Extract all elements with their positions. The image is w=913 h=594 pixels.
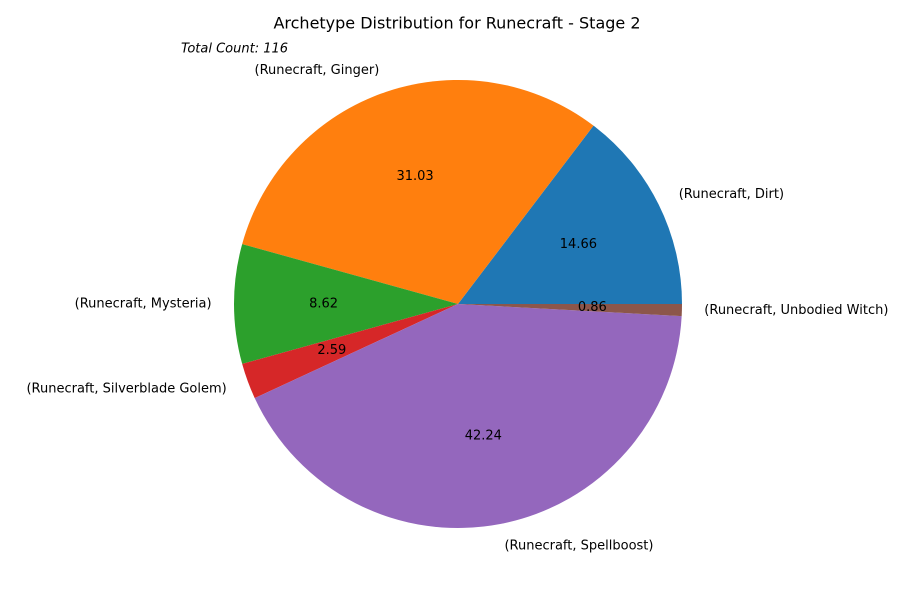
slice-label-runecraft-spellboost: (Runecraft, Spellboost) — [504, 538, 653, 553]
slice-value-runecraft-ginger: 31.03 — [396, 169, 433, 184]
slice-value-runecraft-unbodied-witch: 0.86 — [578, 300, 607, 315]
pie-slice-runecraft-unbodied-witch — [458, 304, 682, 317]
slice-value-runecraft-spellboost: 42.24 — [465, 428, 502, 443]
slice-value-runecraft-dirt: 14.66 — [560, 237, 597, 252]
slice-value-runecraft-mysteria: 8.62 — [309, 297, 338, 312]
pie-labels: (Runecraft, Dirt) 14.66 (Runecraft, Ginger… — [26, 63, 888, 553]
slice-label-runecraft-mysteria: (Runecraft, Mysteria) — [75, 297, 212, 312]
slice-label-runecraft-ginger: (Runecraft, Ginger) — [255, 63, 380, 78]
pie-slice-runecraft-dirt — [458, 125, 682, 305]
total-count-annotation: Total Count: 116 — [181, 42, 288, 57]
slice-value-runecraft-silverblade-golem: 2.59 — [317, 343, 346, 358]
slice-label-runecraft-unbodied-witch: (Runecraft, Unbodied Witch) — [704, 303, 888, 318]
slice-label-runecraft-silverblade-golem: (Runecraft, Silverblade Golem) — [26, 381, 226, 396]
slice-label-runecraft-dirt: (Runecraft, Dirt) — [679, 187, 784, 202]
pie-slice-runecraft-spellboost — [254, 304, 682, 528]
pie-slice-runecraft-ginger — [242, 79, 594, 304]
pie-slices — [234, 79, 682, 528]
chart-title: Archetype Distribution for Runecraft - S… — [273, 14, 640, 33]
pie-slice-runecraft-mysteria — [234, 244, 458, 364]
pie-slice-runecraft-silverblade-golem — [242, 304, 458, 399]
